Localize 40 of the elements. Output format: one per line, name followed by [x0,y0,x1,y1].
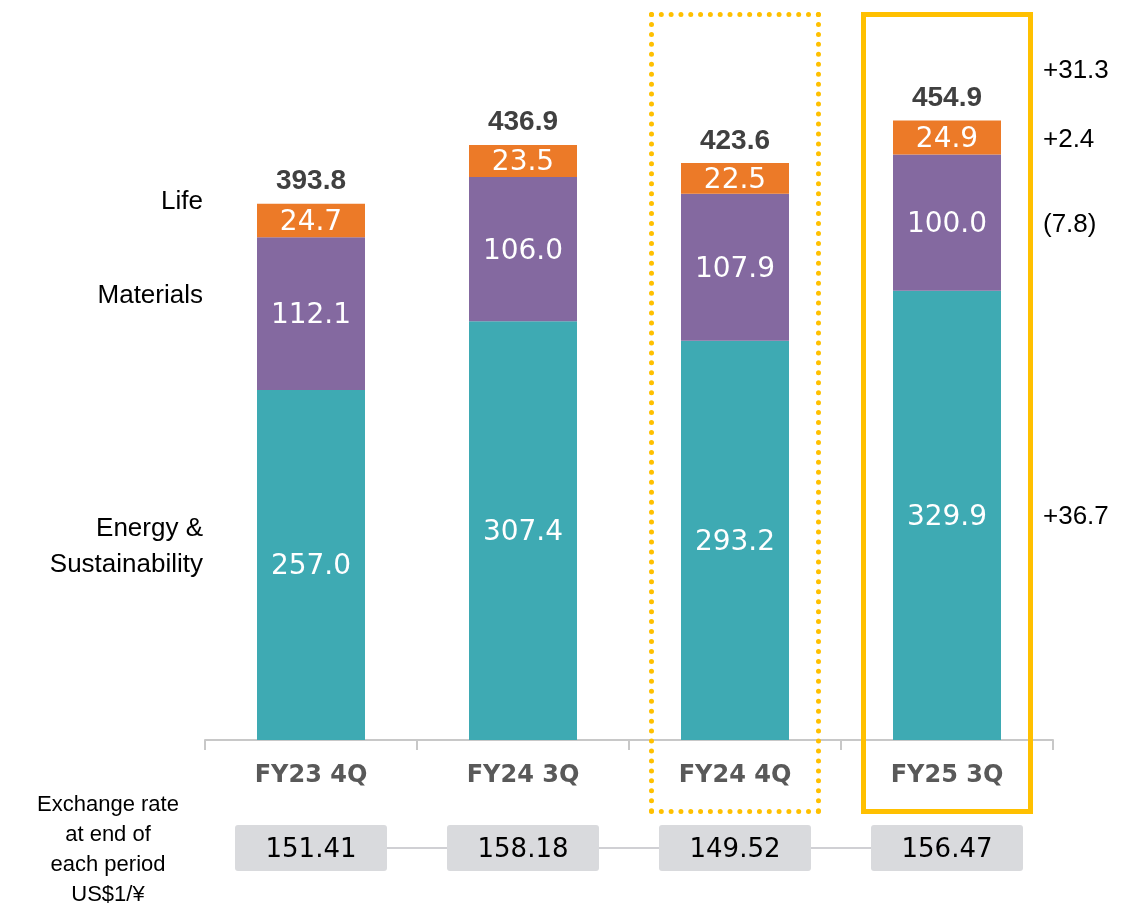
annotation: (7.8) [1043,207,1097,238]
text: Materials [97,278,203,309]
x-tick-label: FY24 3Q [466,760,580,788]
bar [257,389,365,740]
total-label: 393.8 [275,164,347,196]
data-label: 22.5 [703,161,767,195]
bar [893,290,1001,740]
data-label: 293.2 [694,523,776,557]
annotation: +2.4 [1043,122,1095,153]
text: Energy & Sustainability [49,511,203,578]
data-label: 23.5 [491,144,555,178]
data-label: 307.4 [482,514,564,548]
bar [893,154,1001,291]
bar [469,321,577,740]
text: 149.52 [689,833,781,863]
bar [257,237,365,390]
data-label: 257.0 [270,548,352,582]
data-label: 24.9 [915,121,979,155]
data-label: 112.1 [270,297,352,331]
x-tick-label: FY24 4Q [678,760,792,788]
text: 156.47 [901,833,993,863]
bar [681,193,789,341]
data-label: 106.0 [482,232,564,266]
total-label: 423.6 [699,123,771,155]
data-label: 100.0 [906,206,988,240]
data-label: 107.9 [694,250,776,284]
text: Exchange rate at end of each period US$1/¥ [37,790,179,906]
x-tick-label: FY23 4Q [254,760,368,788]
data-label: 329.9 [906,498,988,532]
bar [681,340,789,740]
text: 158.18 [477,833,569,863]
bar [469,176,577,322]
total-label: 436.9 [487,105,559,137]
x-tick-label: FY25 3Q [890,760,1004,788]
text: Life [161,185,203,216]
total-label: 454.9 [911,81,983,113]
text: 151.41 [265,833,357,863]
data-label: 24.7 [279,203,343,237]
text: +31.3 [1043,53,1109,84]
annotation: +36.7 [1043,500,1109,531]
